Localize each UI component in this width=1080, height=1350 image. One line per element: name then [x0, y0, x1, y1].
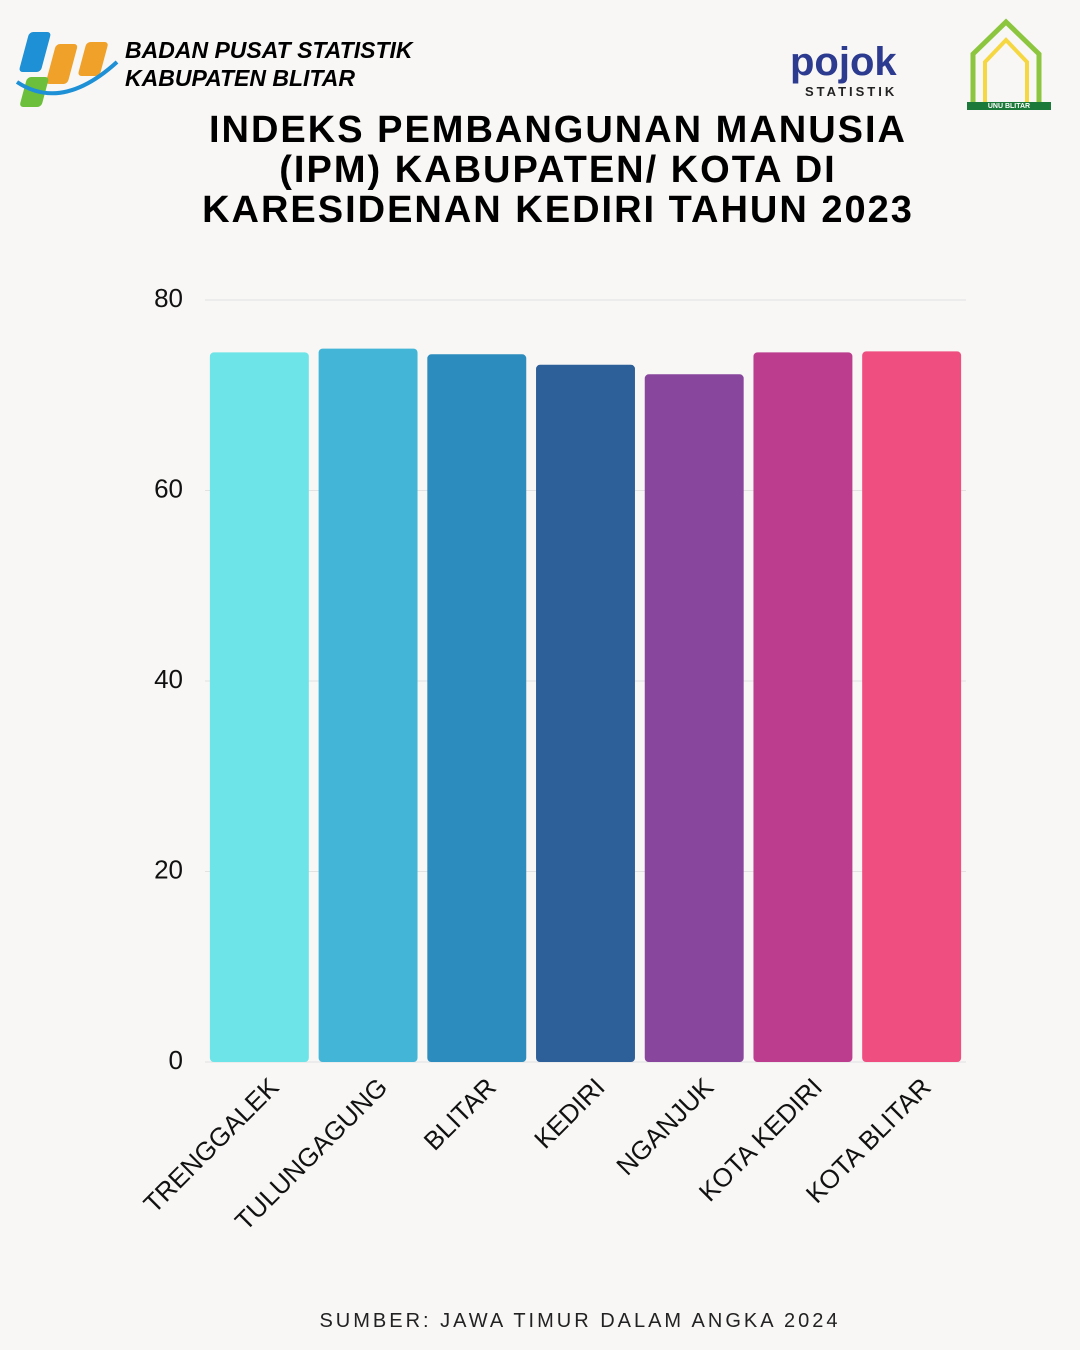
y-tick-label: 40 [154, 664, 183, 694]
y-tick-label: 20 [154, 854, 183, 884]
x-tick-label: NGANJUK [610, 1071, 720, 1181]
bar [644, 374, 744, 1062]
logo-shape [78, 42, 108, 76]
logo-shape [19, 32, 51, 72]
logo-shape [46, 44, 78, 84]
y-tick-label: 60 [154, 473, 183, 503]
org-name: KABUPATEN BLITAR [125, 65, 355, 91]
logo-text: pojok [790, 40, 897, 84]
x-tick-label: KEDIRI [528, 1072, 611, 1155]
logo-subtext: STATISTIK [805, 84, 898, 99]
y-tick-label: 80 [154, 283, 183, 313]
logo-shape [983, 37, 1029, 102]
source-note: SUMBER: JAWA TIMUR DALAM ANGKA 2024 [319, 1310, 841, 1332]
org-name: BADAN PUSAT STATISTIK [125, 37, 413, 63]
bps-logo [15, 32, 119, 107]
y-tick-label: 0 [169, 1045, 183, 1075]
logo-shape [967, 102, 1051, 110]
bar [318, 348, 418, 1062]
bar [862, 351, 962, 1062]
bar [209, 352, 309, 1062]
chart-title: INDEKS PEMBANGUNAN MANUSIA (IPM) KABUPAT… [202, 109, 914, 231]
unu-logo: UNU BLITAR [967, 18, 1051, 110]
bar [427, 354, 527, 1063]
logo-swoosh [15, 60, 119, 96]
x-tick-label: BLITAR [418, 1072, 502, 1156]
logo-shape [970, 18, 1042, 104]
bar [536, 364, 635, 1062]
bar [753, 352, 853, 1062]
logo-text: UNU BLITAR [988, 103, 1030, 110]
